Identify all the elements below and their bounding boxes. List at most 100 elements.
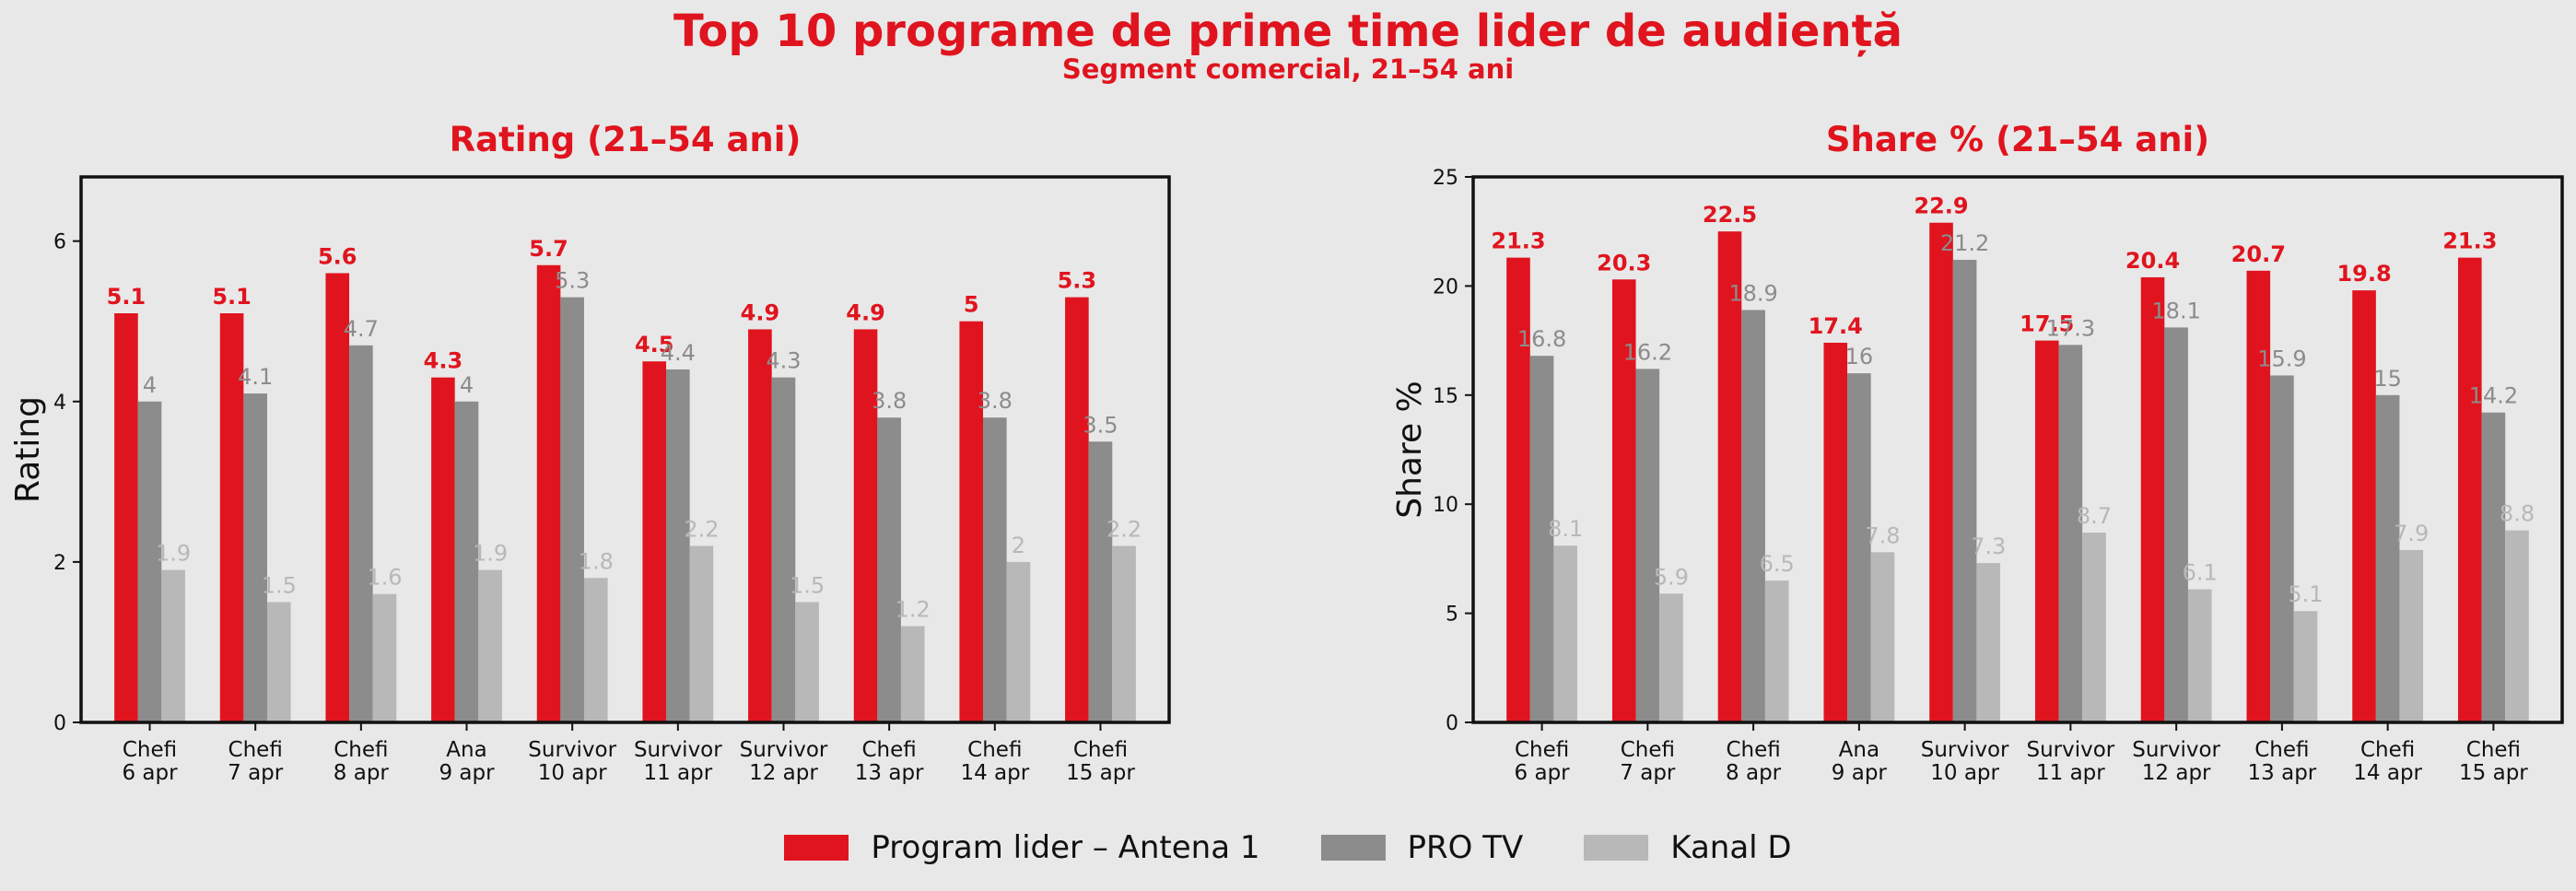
chart1-bar-kanald (689, 545, 714, 722)
legend-label-protv: PRO TV (1407, 829, 1524, 866)
chart2-xtick-label: 8 apr (1726, 761, 1782, 785)
chart2-data-label-antena1: 19.8 (2336, 261, 2391, 287)
chart1-xtick-label: Chefi (123, 738, 177, 762)
chart1-data-label-antena1: 5 (964, 292, 979, 318)
chart2-xtick-label: 13 apr (2248, 761, 2317, 785)
chart2-bar-protv (2375, 394, 2400, 722)
chart1-data-label-antena1: 4.9 (846, 299, 885, 325)
chart1-xtick-label: Chefi (967, 738, 1022, 762)
chart1-bar-protv (983, 417, 1007, 722)
chart1-xtick-label: 10 apr (538, 761, 607, 785)
chart1-xtick-label: Chefi (334, 738, 388, 762)
chart2-ytick-label: 10 (1433, 494, 1458, 517)
chart1-bar-kanald (372, 593, 397, 722)
chart1-xtick-label: Chefi (862, 738, 917, 762)
chart1-bar-antena1 (853, 329, 878, 722)
chart2-data-label-protv: 16.2 (1623, 339, 1672, 365)
chart2-xtick-label: 11 apr (2036, 761, 2105, 785)
chart2-xtick-label: 15 apr (2459, 761, 2528, 785)
chart2-frame (1471, 175, 2564, 724)
chart2-data-label-kanald: 7.9 (2394, 521, 2429, 546)
legend-label-kanald: Kanal D (1670, 829, 1792, 866)
chart2-ytick-label: 25 (1433, 167, 1458, 190)
chart1-bar-protv (771, 377, 796, 722)
chart1-xtick-label: 7 apr (228, 761, 284, 785)
chart2-xtick-label: Survivor (1921, 738, 2009, 762)
legend-label-antena1: Program lider – Antena 1 (871, 829, 1260, 866)
chart2-bar-antena1 (2352, 290, 2376, 722)
chart1-ytick-label: 6 (53, 231, 66, 254)
chart2-bar-kanald (1659, 593, 1683, 722)
chart2-data-label-protv: 15 (2373, 366, 2402, 392)
chart2-data-label-kanald: 6.1 (2183, 560, 2218, 586)
legend-item-kanald: Kanal D (1584, 829, 1792, 866)
chart1-ytick-label: 0 (53, 712, 66, 735)
chart2-data-label-kanald: 8.8 (2500, 501, 2535, 527)
chart2-xtick-label: 9 apr (1832, 761, 1888, 785)
chart2-xtick-label: Survivor (2132, 738, 2220, 762)
chart1-bar-kanald (900, 626, 925, 722)
chart2-data-label-antena1: 17.4 (1809, 313, 1863, 339)
chart1-xtick-label: 6 apr (122, 761, 178, 785)
chart1-bar-kanald (795, 602, 819, 722)
chart1-bar-kanald (1112, 545, 1136, 722)
chart1-data-label-protv: 4 (143, 372, 157, 398)
chart1-data-label-kanald: 1.5 (790, 572, 825, 598)
chart1-bar-protv (877, 417, 901, 722)
chart2-data-label-protv: 21.2 (1940, 230, 1989, 256)
chart2-data-label-protv: 18.9 (1728, 280, 1777, 306)
chart2-data-label-kanald: 8.1 (1548, 516, 1583, 542)
chart2-ytick-label: 5 (1446, 604, 1458, 627)
chart2-ytick-label: 15 (1433, 385, 1458, 408)
chart1-ylabel: Rating (9, 396, 47, 503)
chart1-bar-antena1 (748, 329, 772, 722)
legend-swatch-kanald (1584, 835, 1649, 861)
chart2-data-label-kanald: 7.3 (1971, 533, 2006, 559)
chart1-bar-antena1 (642, 361, 667, 722)
chart2-bar-kanald (1553, 545, 1577, 722)
chart1-data-label-kanald: 1.5 (262, 572, 297, 598)
chart2-data-label-antena1: 22.9 (1914, 193, 1968, 219)
chart2-xtick-label: 6 apr (1515, 761, 1571, 785)
chart2-xtick-label: Chefi (1515, 738, 1569, 762)
chart2-ytick-label: 20 (1433, 276, 1458, 299)
chart1-data-label-kanald: 1.2 (896, 597, 931, 623)
chart2-bar-kanald (1870, 552, 1895, 722)
chart1-data-label-antena1: 4.5 (635, 332, 674, 358)
chart2-xtick-label: Chefi (1621, 738, 1675, 762)
chart1-data-label-protv: 4.7 (344, 316, 379, 342)
legend-swatch-protv (1320, 835, 1386, 861)
chart1-data-label-protv: 4.3 (766, 348, 801, 374)
chart1-data-label-kanald: 2.2 (1107, 516, 1142, 542)
chart2-bar-antena1 (1823, 342, 1848, 722)
chart2-xtick-label: Survivor (2026, 738, 2114, 762)
chart2-bar-kanald (2505, 530, 2529, 722)
chart2-data-label-protv: 14.2 (2469, 383, 2518, 409)
chart2-bar-protv (2058, 345, 2083, 722)
chart1-bar-protv (137, 401, 162, 722)
chart1-bar-kanald (1006, 561, 1031, 722)
chart1-data-label-antena1: 5.1 (212, 284, 252, 310)
chart1-bar-kanald (583, 578, 608, 722)
chart2-xtick-label: Ana (1839, 738, 1879, 762)
chart1-xtick-label: 9 apr (439, 761, 495, 785)
chart2-data-label-protv: 16.8 (1517, 326, 1566, 352)
chart1-bar-antena1 (1065, 297, 1089, 722)
chart1-data-label-protv: 4 (460, 372, 474, 398)
chart1-data-label-protv: 3.8 (872, 388, 907, 414)
chart1-xtick-label: 13 apr (855, 761, 924, 785)
chart1-xtick-label: Survivor (634, 738, 722, 762)
legend: Program lider – Antena 1 PRO TV Kanal D (0, 826, 2576, 870)
chart2-ylabel: Share % (1391, 381, 1429, 519)
chart2-data-label-antena1: 21.3 (2442, 229, 2497, 254)
chart1-bar-protv (560, 297, 584, 722)
chart2-data-label-antena1: 20.3 (1597, 250, 1651, 276)
figure-title: Top 10 programe de prime time lider de a… (673, 6, 1903, 57)
chart2-data-label-protv: 16 (1845, 344, 1874, 369)
chart2-data-label-protv: 17.3 (2046, 315, 2095, 341)
chart2-bar-antena1 (2246, 270, 2271, 722)
chart1-data-label-kanald: 2 (1012, 533, 1025, 558)
chart1-bar-protv (666, 369, 690, 722)
